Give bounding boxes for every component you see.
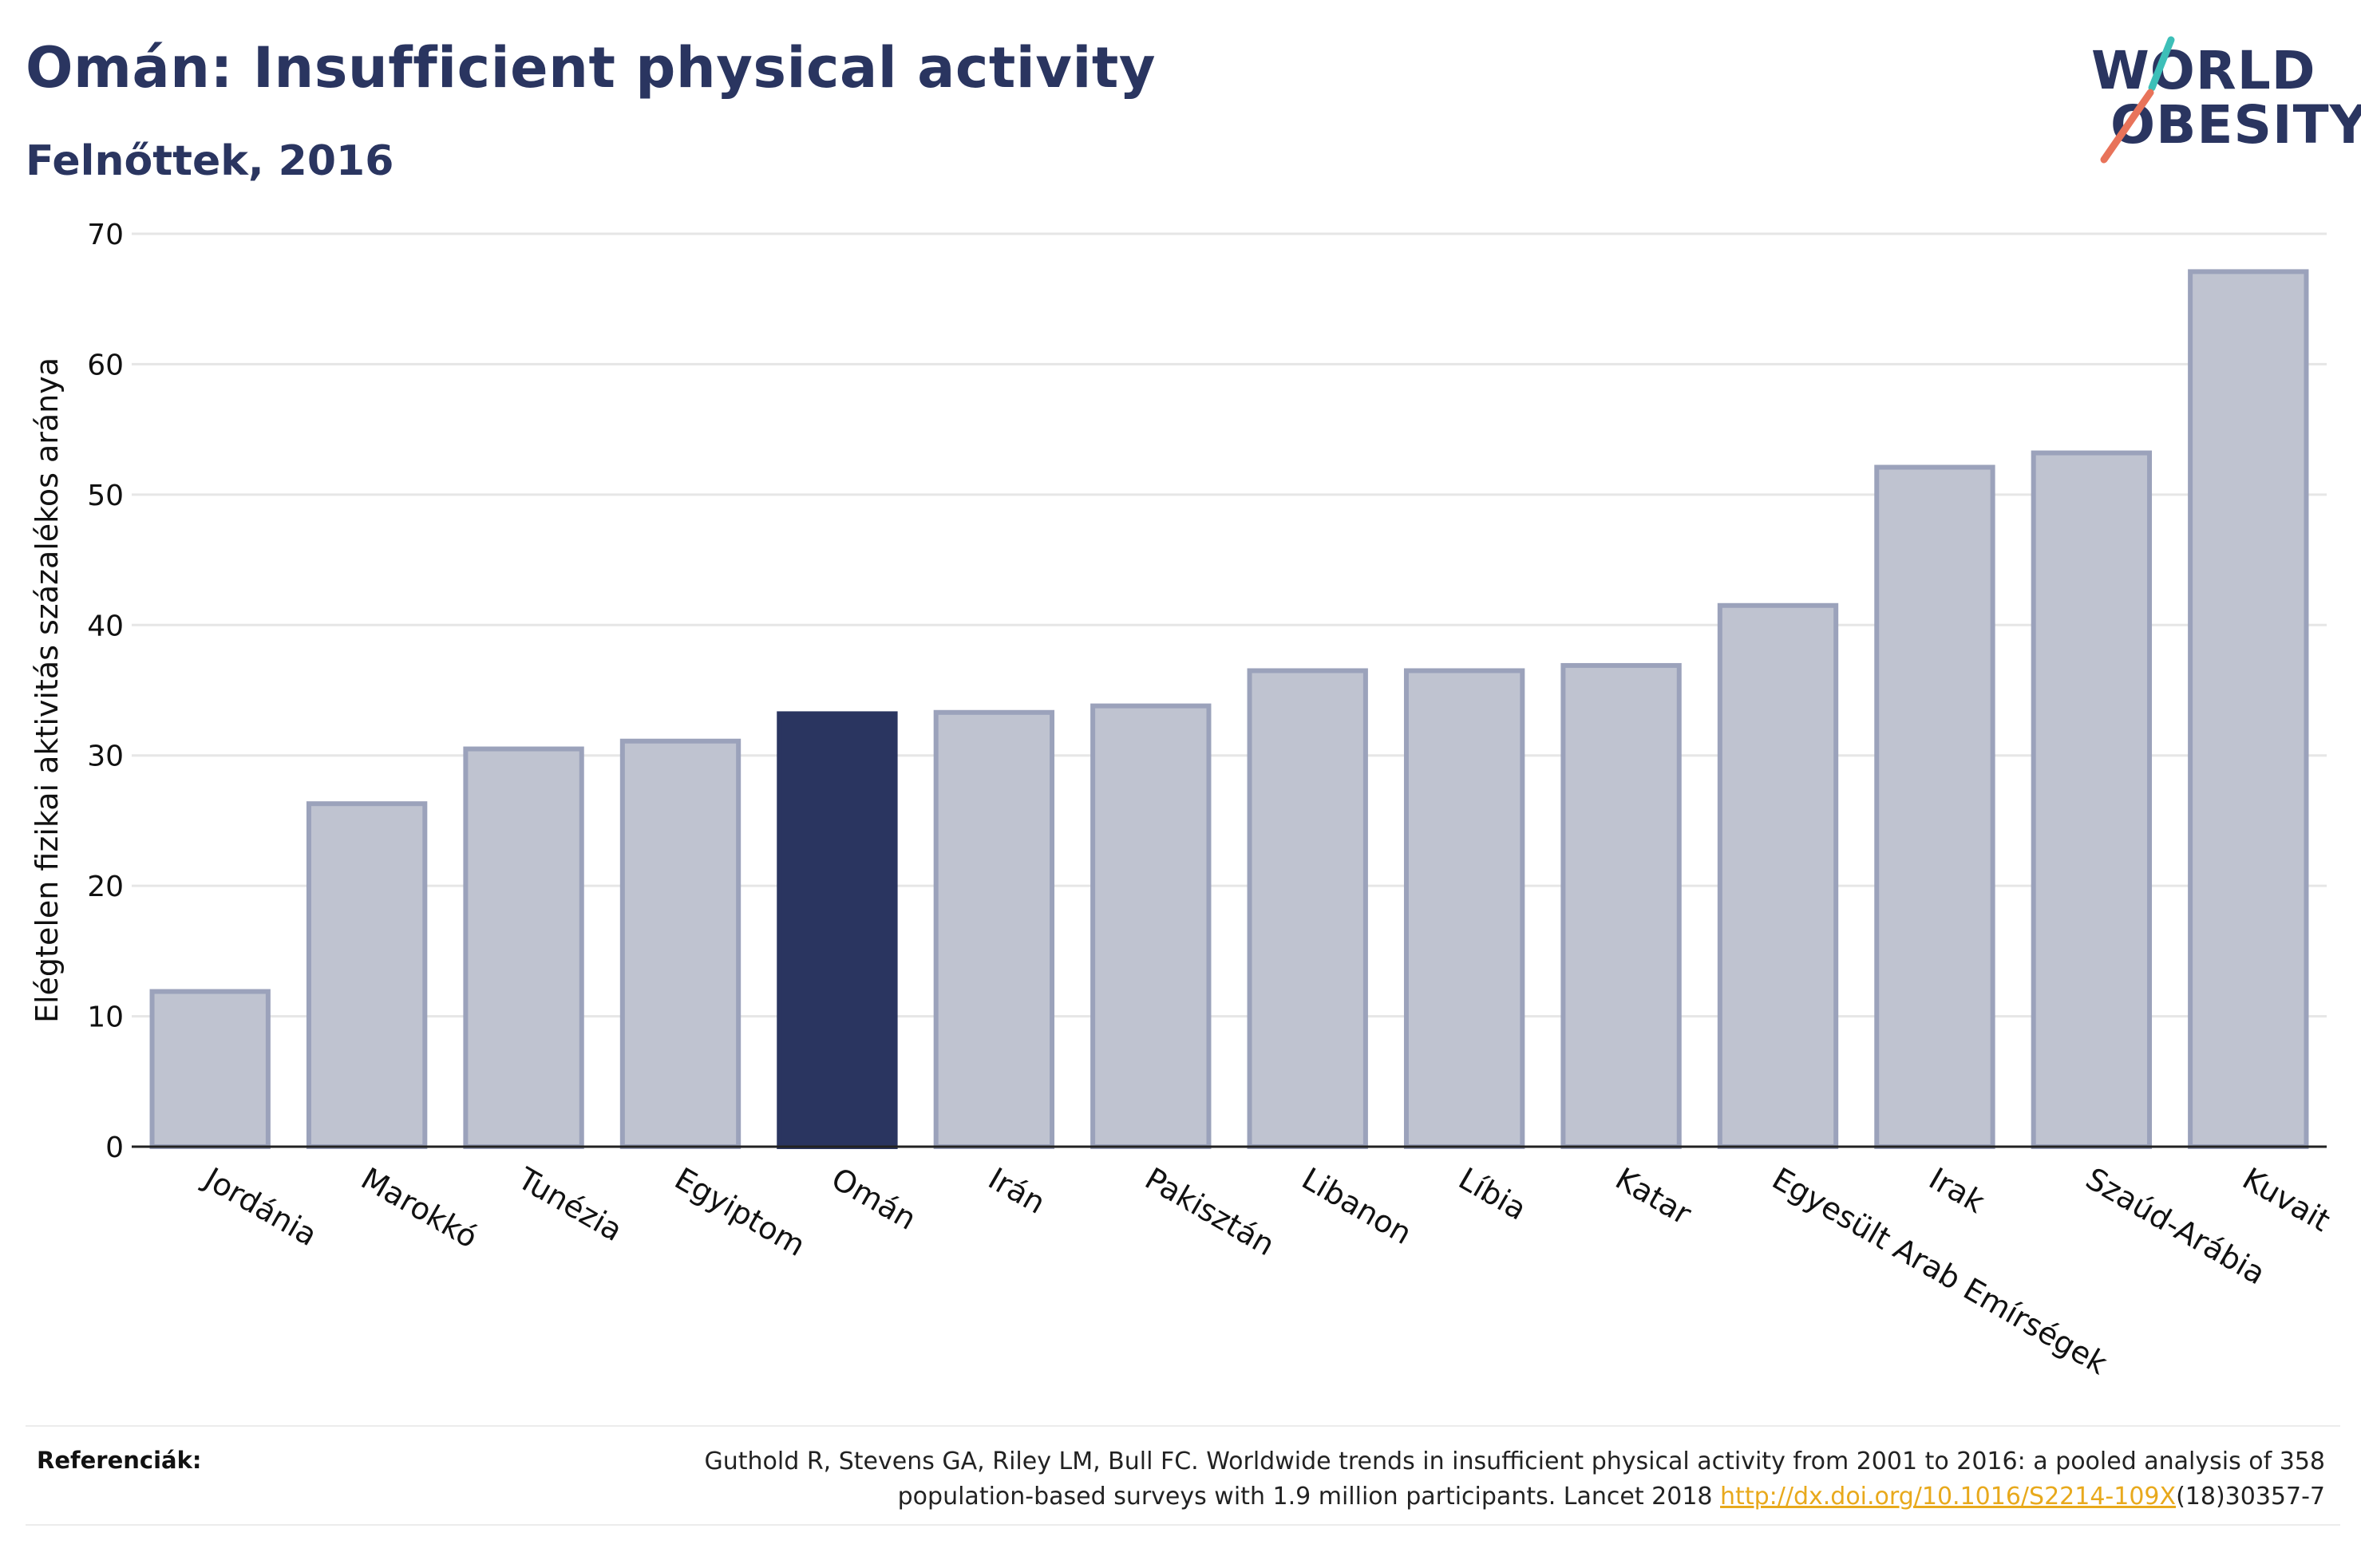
y-tick-label: 0: [105, 1132, 124, 1164]
grid-lines: [132, 232, 2327, 1018]
references-label: Referenciák:: [37, 1447, 202, 1474]
footer-divider-bottom: [26, 1524, 2340, 1526]
bar-egyesült-arab-emírségek: [1717, 602, 1839, 1149]
x-tick-label: Jordánia: [197, 1160, 323, 1253]
bar-jordánia: [149, 989, 271, 1150]
bar-líbia: [1403, 668, 1525, 1149]
reference-text: Guthold R, Stevens GA, Riley LM, Bull FC…: [704, 1448, 2325, 1511]
chart-title: Omán: Insufficient physical activity: [26, 35, 1157, 101]
x-axis-tick-labels: Jordánia Marokkó Tunézia Egyiptom Omán Irán Pa…: [197, 1160, 2336, 1381]
chart-subtitle: Felnőttek, 2016: [26, 137, 394, 185]
x-tick-label: Irán: [983, 1161, 1051, 1221]
bar-omán: [777, 711, 898, 1149]
x-tick-label: Omán: [825, 1161, 922, 1237]
bar-irak: [1874, 464, 1995, 1149]
bar-egyiptom: [619, 738, 742, 1149]
bar-libanon: [1247, 668, 1368, 1149]
x-tick-label: Tunézia: [512, 1160, 629, 1248]
x-tick-label: Líbia: [1453, 1161, 1532, 1227]
x-tick-label: Pakisztán: [1139, 1161, 1280, 1263]
bar-marokkó: [306, 801, 428, 1149]
world-obesity-logo: WORLD OBESITY: [2075, 24, 2361, 176]
y-axis-label: Elégtelen fizikai aktivitás százalékos a…: [30, 357, 65, 1023]
logo-slash-icon: [2100, 36, 2175, 164]
x-tick-label: Katar: [1610, 1161, 1698, 1232]
x-tick-label: Irak: [1923, 1161, 1990, 1220]
footer-divider-top: [26, 1425, 2340, 1427]
y-tick-label: 10: [87, 1001, 124, 1034]
reference-citation: Guthold R, Stevens GA, Riley LM, Bull FC…: [649, 1444, 2325, 1515]
bar-szaúd-arábia: [2031, 450, 2153, 1149]
bar-katar: [1560, 662, 1682, 1149]
x-tick-label: Egyiptom: [669, 1161, 811, 1263]
bar-irán: [933, 709, 1055, 1149]
bar-kuvait: [2188, 269, 2309, 1149]
y-tick-label: 20: [87, 871, 124, 903]
y-tick-label: 30: [87, 741, 124, 773]
x-tick-label: Kuvait: [2236, 1161, 2335, 1238]
bar-chart: 0 10 20 30 40 50 60 70 Jordánia Marokkó Tunézia Eg…: [30, 219, 2336, 1381]
bar-pakisztán: [1090, 703, 1212, 1149]
bars: [149, 269, 2309, 1150]
y-tick-label: 40: [87, 610, 124, 642]
bar-tunézia: [463, 746, 584, 1149]
reference-link[interactable]: http://dx.doi.org/10.1016/S2214-109X: [1720, 1483, 2177, 1511]
y-tick-label: 50: [87, 480, 124, 512]
x-tick-label: Marokkó: [355, 1161, 484, 1255]
reference-text-end: (18)30357-7: [2176, 1483, 2325, 1511]
y-tick-label: 60: [87, 349, 124, 381]
logo-word-obesity: OBESITY: [2110, 94, 2361, 156]
y-tick-label: 70: [87, 219, 124, 251]
x-tick-label: Libanon: [1296, 1161, 1418, 1251]
logo-word-world: WORLD: [2091, 40, 2316, 101]
y-axis-ticks: 0 10 20 30 40 50 60 70: [87, 219, 124, 1164]
